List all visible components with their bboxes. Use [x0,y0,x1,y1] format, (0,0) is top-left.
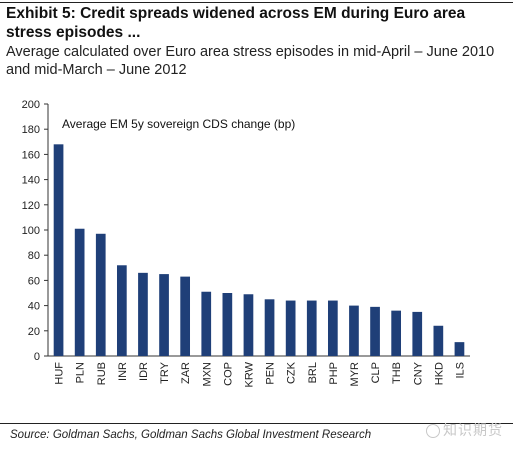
bar-thb [391,310,402,356]
x-tick-label: ILS [454,362,466,379]
bar-ils [454,342,465,356]
bar-cop [222,293,233,356]
bar-mxn [201,291,212,356]
bar-rub [95,233,106,356]
bar-pln [74,228,85,356]
title-block: Exhibit 5: Credit spreads widened across… [6,4,506,79]
y-tick-label: 160 [22,149,40,161]
chart-inner-title: Average EM 5y sovereign CDS change (bp) [62,117,295,131]
chart-subtitle: Average calculated over Euro area stress… [6,44,495,78]
top-rule [0,2,513,3]
x-tick-label: PEN [265,362,277,385]
bar-czk [285,300,296,356]
bottom-rule [0,423,513,424]
source-note: Source: Goldman Sachs, Goldman Sachs Glo… [10,429,372,441]
x-tick-label: IDR [138,362,150,381]
y-tick-label: 120 [22,200,40,212]
bar-inr [116,265,127,356]
y-tick-label: 100 [22,225,40,237]
x-tick-label: BRL [307,362,319,383]
x-tick-label: THB [391,362,403,384]
y-tick-label: 200 [22,99,40,111]
wechat-logo-icon [426,424,440,439]
x-tick-label: ZAR [180,362,192,384]
x-tick-label: HUF [54,362,66,385]
watermark-text: 知识期货 [443,422,503,438]
y-tick-label: 60 [28,275,40,287]
bar-myr [349,305,359,356]
bar-cny [412,311,423,356]
x-tick-label: TRY [159,361,171,383]
bar-clp [370,306,380,356]
bar-brl [306,300,317,356]
x-tick-label: MYR [349,362,361,387]
x-tick-label: COP [222,362,234,386]
x-tick-label: PLN [75,362,87,383]
bar-huf [53,144,64,356]
x-tick-label: MXN [201,362,213,387]
x-tick-label: INR [117,362,129,381]
x-tick-label: PHP [328,362,340,385]
y-tick-label: 0 [34,351,40,363]
x-tick-label: KRW [243,361,255,387]
bar-chart: 0 20 40 60 80 100 120 140 160 180 200 HUF PLN RUB INR… [22,99,470,387]
y-tick-label: 40 [28,301,40,313]
y-tick-label: 80 [28,250,40,262]
bar-krw [243,294,254,356]
y-tick-label: 140 [22,175,40,187]
x-tick-label: CNY [412,361,424,385]
bar-php [327,300,338,356]
watermark: 知识期货 [426,420,503,440]
chart-title: Exhibit 5: Credit spreads widened across… [6,5,466,41]
x-tick-label: RUB [96,362,108,385]
bar-pen [264,299,275,356]
bar-try [159,274,169,356]
bar-hkd [433,325,444,356]
x-tick-label: CZK [286,361,298,384]
y-tick-label: 180 [22,124,40,136]
bars [53,144,465,356]
bar-zar [180,276,191,356]
x-tick-label: HKD [433,362,445,385]
x-axis-labels: HUF PLN RUB INR IDR TRY ZAR MXN COP KRW PEN CZK BRL P… [54,361,467,387]
y-tick-label: 20 [28,326,40,338]
bar-idr [138,272,148,356]
x-tick-label: CLP [370,362,382,383]
